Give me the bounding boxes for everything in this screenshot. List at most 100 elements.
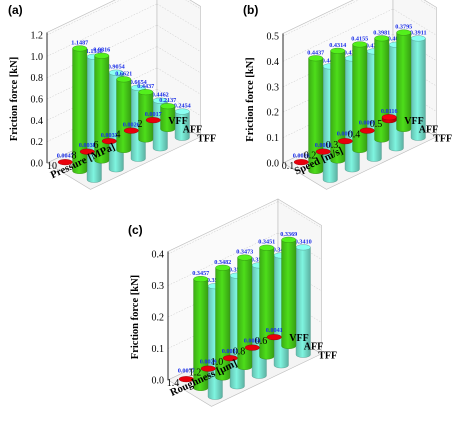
grid-line (156, 46, 201, 74)
x-tick-label: 0.1 (282, 161, 295, 172)
data-label: 0.0029 (200, 359, 217, 366)
x-tick-label: 4 (116, 129, 121, 140)
grid-line (167, 201, 279, 255)
x-tick-label: 0.2 (304, 150, 317, 161)
x-tick-label: 0.6 (255, 336, 268, 347)
bar-aff: 0.4155 (351, 35, 368, 153)
y-tick-label: 0.2 (152, 313, 165, 324)
data-label: 0.0041 (266, 327, 283, 334)
bar-vff: 0.0033 (101, 132, 118, 145)
x-tick-label: 0.4 (348, 129, 361, 140)
data-label: 0.0077 (178, 368, 195, 375)
bar-vff: 0.0071 (337, 130, 354, 145)
series-label: TFF (318, 351, 337, 362)
data-label: 0.0018 (315, 142, 332, 149)
bar-vff: 0.0031 (222, 348, 239, 362)
bar-vff: 0.0047 (57, 153, 74, 166)
bar-vff: 0.0034 (244, 338, 261, 351)
bar-vff: 0.0026 (123, 121, 140, 134)
bar-tff: 0.3911 (410, 29, 427, 141)
grid-line (185, 0, 201, 10)
x-tick-label: 10 (47, 161, 57, 172)
grid-line (282, 8, 394, 62)
data-label: 0.4155 (351, 35, 368, 42)
y-tick-label: 0.6 (31, 95, 44, 106)
x-tick-label: 2 (138, 119, 143, 130)
y-tick-label: 0.1 (267, 133, 280, 144)
data-label: 0.6621 (115, 70, 132, 77)
chart-panel-a: 0.00.20.40.60.81.01.20.24540.44620.66540… (8, 0, 216, 190)
data-label: 0.4462 (322, 57, 339, 64)
bar-vff: 0.0116 (381, 108, 398, 124)
data-label: 0.3981 (373, 29, 390, 36)
y-tick-label: 0.0 (152, 376, 165, 387)
bar-aff: 0.3457 (192, 270, 209, 391)
bar-vff: 0.0077 (178, 368, 195, 383)
series-label: TFF (197, 134, 216, 145)
bar-vff: 0.0091 (359, 119, 376, 134)
x-tick-label: 8 (72, 150, 77, 161)
y-axis-title: Friction force [kN] (9, 57, 20, 141)
data-label: 0.4462 (152, 92, 169, 99)
data-label: 0.0026 (293, 152, 310, 159)
data-label: 0.2137 (159, 97, 176, 104)
y-tick-label: 0.0 (267, 159, 280, 170)
y-tick-label: 0.3 (152, 281, 165, 292)
grid-line (156, 3, 201, 31)
y-tick-label: 1.2 (31, 31, 44, 42)
y-tick-label: 0.4 (152, 250, 165, 261)
bar-vff: 0.0038 (79, 142, 96, 155)
x-tick-label: 6 (94, 140, 99, 151)
grid-line (46, 24, 158, 78)
y-tick-label: 0.4 (31, 116, 44, 127)
y-axis-title: Friction force [kN] (245, 57, 256, 141)
data-label: 0.0071 (337, 130, 354, 137)
bar-vff: 0.0017 (145, 111, 162, 124)
data-label: 0.3911 (410, 29, 427, 36)
y-tick-label: 0.1 (152, 344, 165, 355)
grid-line (156, 24, 201, 52)
grid-line (156, 88, 201, 116)
grid-line (46, 3, 158, 57)
grid-line (282, 0, 360, 37)
y-tick-label: 0.4 (267, 57, 280, 68)
chart-panel-b: 0.00.10.20.30.40.5 0.39110.40750.42250.43… (243, 0, 452, 190)
bar-aff: 0.9816 (93, 47, 110, 164)
bar-aff: 0.2137 (159, 97, 176, 132)
bar-aff: 0.3473 (236, 249, 253, 370)
bar-vff: 0.0018 (315, 142, 332, 155)
x-tick-label: 0.5 (370, 119, 383, 130)
data-label: 0.0047 (57, 153, 74, 160)
series-label: VFF (168, 116, 187, 127)
grid-line (277, 201, 322, 229)
data-label: 0.0026 (123, 121, 140, 128)
panel-label: (a) (8, 3, 23, 17)
grid-line (419, 0, 437, 11)
data-label: 0.4075 (388, 36, 405, 43)
grid-line (167, 232, 279, 286)
data-label: 0.3482 (214, 259, 231, 266)
data-label: 0.3795 (395, 24, 412, 31)
grid-line (392, 8, 437, 36)
data-label: 0.4362 (344, 49, 361, 56)
bar-vff: 0.0029 (200, 359, 217, 372)
y-tick-label: 0.8 (31, 73, 44, 84)
y-tick-label: 1.0 (31, 52, 44, 63)
y-tick-label: 0.5 (267, 32, 280, 43)
data-label: 0.0116 (381, 108, 398, 115)
bar-aff: 0.6621 (115, 70, 132, 153)
data-label: 0.0017 (145, 111, 162, 118)
data-label: 0.3473 (236, 249, 253, 256)
data-label: 0.0034 (244, 338, 261, 345)
series-label: AFF (419, 125, 438, 136)
bar-aff: 0.4437 (137, 83, 154, 143)
y-tick-label: 0.2 (267, 108, 280, 119)
bar-aff: 0.3451 (258, 239, 275, 360)
bar-aff: 0.4437 (307, 49, 324, 174)
grid-line (46, 0, 121, 36)
bar-aff: 0.3369 (280, 231, 297, 349)
x-tick-label: 1.0 (211, 357, 224, 368)
x-tick-label: 0.3 (326, 140, 339, 151)
data-label: 0.4225 (366, 42, 383, 49)
